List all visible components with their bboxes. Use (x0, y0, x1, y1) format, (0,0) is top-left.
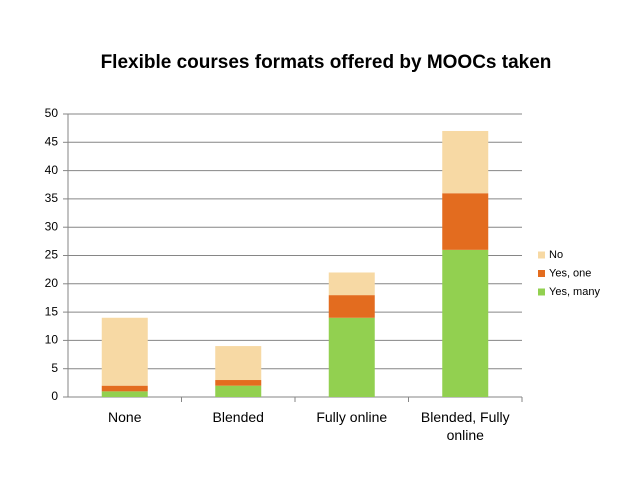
y-tick-label: 45 (45, 134, 59, 148)
y-tick-label: 35 (45, 191, 59, 205)
y-tick-label: 5 (51, 361, 58, 375)
legend-label: Yes, one (549, 267, 591, 279)
bar-segment (101, 391, 148, 397)
legend-swatch (538, 251, 545, 259)
bar-segment (215, 380, 262, 386)
bar-segment (328, 295, 375, 318)
legend-label: No (549, 249, 563, 261)
legend-swatch (538, 288, 545, 296)
bar-segment (442, 249, 489, 397)
legend-swatch (538, 270, 545, 277)
y-tick-label: 0 (51, 389, 58, 403)
bar-segment (101, 385, 148, 392)
legend-label: Yes, many (549, 286, 600, 298)
y-tick-label: 15 (45, 304, 59, 318)
bar-segment (328, 272, 375, 296)
y-tick-label: 40 (45, 163, 59, 177)
bar-segment (215, 385, 262, 397)
x-tick-label: Blended (212, 409, 264, 425)
chart-title: Flexible courses formats offered by MOOC… (100, 52, 552, 73)
bar-segment (328, 317, 375, 397)
bar-segment (442, 193, 489, 250)
y-tick-label: 50 (45, 106, 59, 120)
y-tick-label: 10 (45, 333, 59, 347)
bar-segment (442, 130, 489, 194)
bar-segment (215, 346, 262, 381)
x-tick-label: None (108, 409, 142, 425)
y-tick-label: 30 (45, 219, 59, 233)
y-tick-label: 25 (45, 248, 59, 262)
x-tick-label: Blended, Fully online (420, 409, 510, 443)
x-tick-label: Fully online (316, 409, 388, 425)
bar-segment (101, 317, 148, 386)
y-tick-label: 20 (45, 276, 59, 290)
